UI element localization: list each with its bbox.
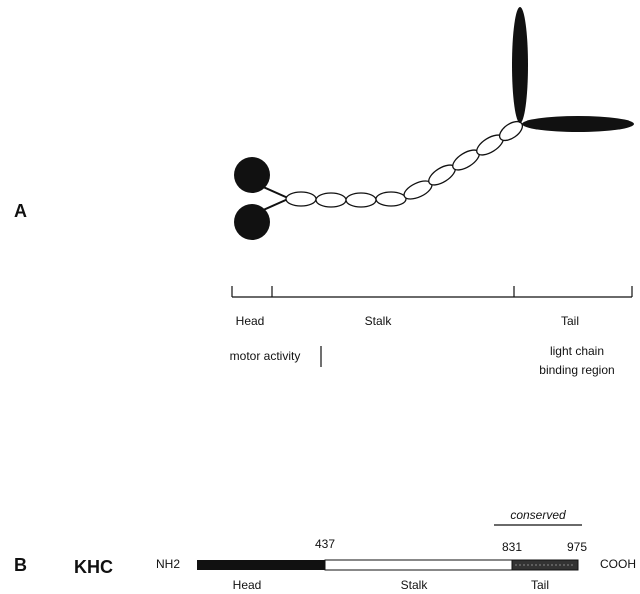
protein-bar: [197, 559, 579, 571]
domain-label: Tail: [561, 314, 579, 328]
function-label: binding region: [539, 363, 614, 377]
head: [234, 157, 270, 193]
stalk-coil: [498, 120, 524, 142]
stalk-coil: [345, 192, 377, 208]
function-label: light chain: [550, 344, 604, 358]
domain-label: Tail: [531, 578, 549, 592]
residue-label: 975: [567, 540, 587, 554]
panel-label: B: [14, 555, 27, 575]
conserved-label: conserved: [510, 508, 566, 522]
domain-label: Stalk: [365, 314, 393, 328]
domain-label: Head: [236, 314, 265, 328]
n-terminus: NH2: [156, 557, 180, 571]
stalk-domain: [324, 559, 513, 571]
function-label: motor activity: [230, 349, 301, 363]
panel-label: A: [14, 201, 27, 221]
light-chain: [522, 116, 634, 132]
head: [234, 204, 270, 240]
stalk-coil: [375, 191, 407, 207]
residue-label: 437: [315, 537, 335, 551]
domain-label: Stalk: [401, 578, 429, 592]
kinesin-molecule: [234, 7, 634, 240]
domain-label: Head: [233, 578, 262, 592]
light-chain: [512, 7, 528, 123]
head-domain: [197, 560, 325, 570]
stalk-coil: [315, 192, 347, 208]
c-terminus: COOH: [600, 557, 636, 571]
domain-scale: [231, 286, 633, 367]
protein-name: KHC: [74, 557, 113, 577]
residue-label: 831: [502, 540, 522, 554]
stalk-coil: [285, 191, 317, 207]
